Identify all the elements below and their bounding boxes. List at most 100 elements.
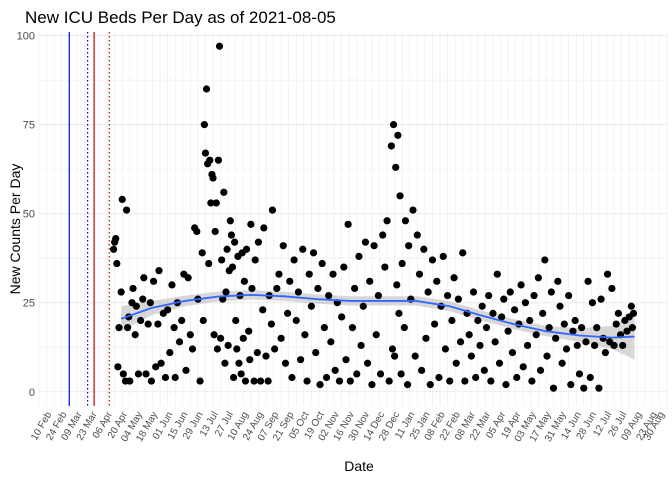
data-point	[355, 252, 363, 260]
data-point	[487, 377, 495, 385]
data-point	[426, 381, 434, 389]
data-point	[137, 316, 145, 325]
data-point	[198, 249, 206, 257]
data-point	[166, 348, 174, 357]
data-point	[232, 316, 240, 325]
data-point	[366, 277, 374, 285]
data-point	[571, 316, 579, 325]
data-point	[413, 231, 421, 239]
data-point	[142, 370, 150, 378]
data-point	[424, 288, 432, 296]
data-point	[146, 299, 154, 307]
data-point	[240, 277, 248, 285]
data-point	[239, 334, 247, 342]
data-point	[395, 309, 403, 317]
data-point	[242, 245, 251, 253]
data-point	[549, 384, 558, 392]
data-point	[202, 85, 211, 93]
y-tick-label: 0	[29, 387, 35, 399]
data-points	[109, 42, 638, 392]
data-point	[353, 370, 361, 378]
data-point	[552, 334, 560, 342]
data-point	[188, 345, 197, 353]
data-point	[235, 359, 243, 367]
data-point	[491, 338, 499, 346]
data-point	[118, 195, 126, 204]
data-point	[370, 242, 378, 250]
data-point	[231, 238, 239, 246]
data-point	[247, 220, 255, 228]
data-point	[401, 217, 410, 225]
data-point	[593, 324, 601, 332]
data-point	[456, 338, 465, 346]
data-point	[623, 327, 631, 335]
data-point	[459, 249, 467, 257]
data-point	[627, 302, 635, 310]
data-point	[320, 324, 328, 332]
data-point	[608, 284, 616, 293]
data-point	[454, 295, 462, 303]
data-point	[226, 217, 234, 225]
data-point	[237, 370, 245, 378]
data-point	[344, 220, 352, 228]
data-point	[114, 363, 122, 371]
smooth-trend-line	[120, 293, 635, 339]
data-point	[245, 327, 253, 335]
data-point	[372, 331, 380, 339]
data-point	[403, 381, 412, 389]
data-point	[599, 334, 607, 342]
data-point	[575, 370, 584, 378]
data-point	[340, 263, 348, 271]
data-point	[299, 245, 307, 253]
data-point	[250, 377, 258, 385]
grid	[38, 32, 668, 406]
data-point	[147, 377, 156, 385]
data-point	[216, 334, 225, 342]
data-point	[629, 309, 638, 317]
data-point	[331, 366, 339, 374]
data-point	[562, 345, 571, 353]
data-point	[171, 373, 179, 382]
data-point	[222, 288, 230, 296]
data-point	[318, 259, 326, 268]
data-point	[389, 121, 398, 129]
data-point	[314, 284, 322, 293]
data-point	[374, 291, 383, 300]
trend-line	[120, 293, 635, 339]
data-point	[322, 373, 331, 382]
data-point	[394, 131, 402, 139]
data-point	[521, 299, 530, 307]
data-point	[132, 302, 140, 310]
data-point	[409, 206, 417, 214]
y-tick-label: 100	[17, 31, 35, 43]
data-point	[498, 313, 506, 321]
data-point	[556, 302, 564, 310]
data-point	[254, 238, 263, 246]
data-point	[547, 288, 555, 296]
data-point	[504, 327, 512, 335]
data-point	[267, 320, 275, 328]
data-point	[109, 245, 118, 253]
data-point	[597, 295, 605, 303]
data-point	[450, 274, 458, 282]
data-point	[578, 324, 586, 332]
data-point	[256, 377, 265, 385]
data-point	[268, 206, 277, 214]
data-point	[590, 341, 599, 350]
data-point	[210, 331, 218, 339]
reference-lines	[68, 32, 110, 406]
data-point	[124, 324, 132, 332]
data-point	[586, 373, 594, 382]
data-point	[309, 249, 318, 257]
data-point	[348, 324, 357, 332]
data-point	[543, 352, 551, 360]
data-point	[363, 359, 372, 367]
data-point	[534, 274, 542, 282]
data-point	[539, 309, 547, 317]
data-point	[495, 359, 504, 367]
data-point	[478, 302, 486, 310]
data-point	[595, 384, 603, 392]
data-point	[284, 309, 292, 317]
data-point	[391, 352, 399, 360]
